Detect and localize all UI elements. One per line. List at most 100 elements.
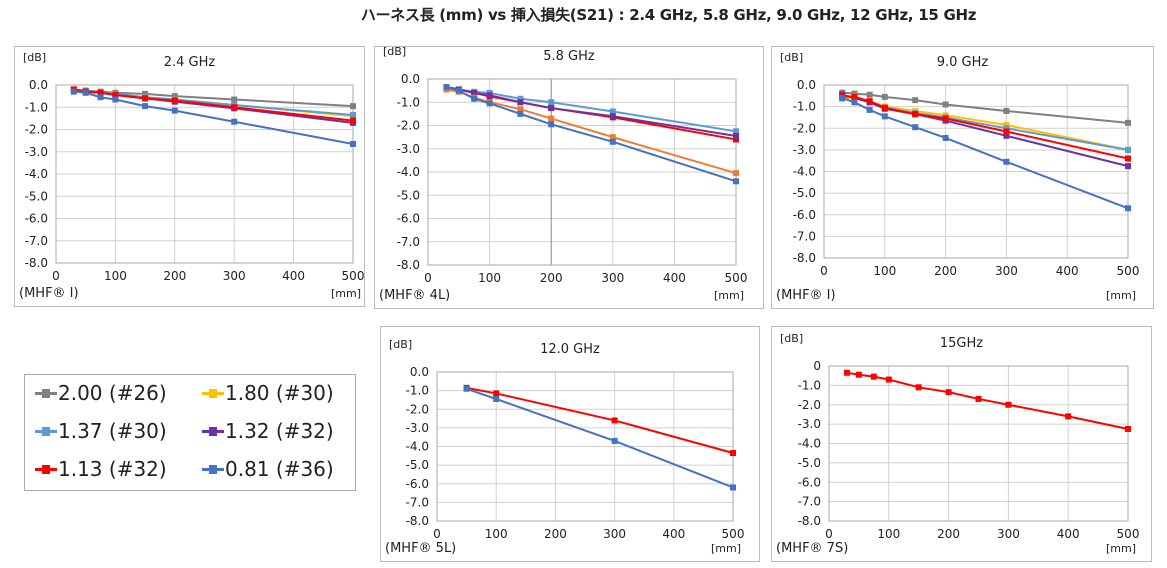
data-point bbox=[609, 138, 616, 145]
y-tick-label: -1.0 bbox=[406, 384, 429, 398]
data-point bbox=[471, 89, 478, 96]
chart-panel: 0.0 -1.0 -2.0 -3.0 -4.0 -5.0 -6.0 -7.0 -8.0 0 100 2… bbox=[374, 45, 764, 309]
y-tick-label: -8.0 bbox=[25, 256, 48, 270]
y-tick-label: -6.0 bbox=[397, 212, 420, 226]
data-point bbox=[517, 110, 524, 117]
legend-swatch-0-81 bbox=[202, 464, 224, 474]
legend-item: 1.13 (#32) bbox=[35, 457, 167, 481]
x-tick-label: 400 bbox=[1056, 264, 1079, 278]
y-tick-label: -7.0 bbox=[25, 234, 48, 248]
data-point bbox=[1065, 413, 1072, 420]
series-line bbox=[466, 386, 734, 454]
y-tick-label: -1.0 bbox=[397, 95, 420, 109]
data-point bbox=[1005, 401, 1012, 408]
x-tick-label: 100 bbox=[478, 271, 501, 285]
y-tick-label: -6.0 bbox=[25, 212, 48, 226]
x-tick-label: 100 bbox=[877, 527, 900, 541]
data-point bbox=[1125, 425, 1131, 432]
data-point bbox=[609, 113, 616, 120]
y-axis-unit: [dB] bbox=[383, 45, 407, 58]
y-tick-label: -3.0 bbox=[406, 421, 429, 435]
x-tick-label: 300 bbox=[995, 264, 1018, 278]
plot-area bbox=[55, 84, 354, 264]
data-point bbox=[171, 97, 178, 104]
x-tick-label: 300 bbox=[997, 527, 1020, 541]
x-axis-unit: [mm] bbox=[714, 289, 745, 302]
x-tick-label: 500 bbox=[1117, 264, 1140, 278]
y-tick-label: -4.0 bbox=[406, 440, 429, 454]
y-tick-label: -2.0 bbox=[25, 123, 48, 137]
line-chart: 0.0 -1.0 -2.0 -3.0 -4.0 -5.0 -6.0 -7.0 -8.0 0 100 2… bbox=[397, 72, 748, 285]
y-tick-label: -2.0 bbox=[406, 402, 429, 416]
data-point bbox=[733, 128, 739, 135]
plot-area bbox=[828, 365, 1129, 522]
data-point bbox=[97, 89, 104, 96]
data-point bbox=[1003, 158, 1010, 165]
y-tick-label: -8.0 bbox=[793, 251, 816, 265]
data-point bbox=[231, 118, 238, 125]
y-tick-label: -5.0 bbox=[793, 186, 816, 200]
x-axis-unit: [mm] bbox=[711, 542, 742, 555]
data-point bbox=[851, 99, 858, 106]
y-tick-label: -7.0 bbox=[406, 495, 429, 509]
y-tick-label: -5.0 bbox=[25, 189, 48, 203]
y-tick-label: -7.0 bbox=[793, 229, 816, 243]
x-tick-label: 200 bbox=[544, 527, 567, 541]
line-chart: 0.0 -1.0 -2.0 -3.0 -4.0 -5.0 -6.0 -7.0 -8.0 0 100 2… bbox=[406, 365, 745, 541]
data-point bbox=[1125, 155, 1131, 162]
legend-label: 1.80 (#30) bbox=[225, 381, 334, 405]
data-point bbox=[443, 84, 450, 91]
legend-item: 0.81 (#36) bbox=[202, 457, 334, 481]
data-point bbox=[839, 94, 846, 101]
y-axis-unit: [dB] bbox=[389, 338, 413, 351]
x-tick-label: 400 bbox=[282, 269, 305, 283]
x-tick-label: 500 bbox=[1117, 527, 1140, 541]
data-point bbox=[942, 134, 949, 141]
data-point bbox=[912, 97, 919, 104]
data-point bbox=[945, 389, 952, 396]
y-tick-label: -8.0 bbox=[406, 514, 429, 528]
data-point bbox=[455, 87, 462, 94]
data-point bbox=[881, 104, 888, 111]
connector-label: (MHF® I) bbox=[19, 286, 79, 301]
chart-title: 5.8 GHz bbox=[543, 49, 595, 64]
x-tick-label: 200 bbox=[934, 264, 957, 278]
data-point bbox=[493, 396, 500, 403]
data-point bbox=[493, 390, 500, 397]
y-tick-label: -7.0 bbox=[397, 235, 420, 249]
data-point bbox=[609, 108, 616, 115]
y-tick-label: -1.0 bbox=[25, 100, 48, 114]
chart-title: 12.0 GHz bbox=[540, 342, 600, 357]
data-point bbox=[611, 437, 618, 444]
plot-area bbox=[436, 371, 734, 522]
legend-label: 1.37 (#30) bbox=[58, 419, 167, 443]
data-point bbox=[851, 90, 858, 97]
data-point bbox=[730, 450, 736, 457]
data-point bbox=[870, 373, 877, 380]
data-point bbox=[1125, 163, 1131, 170]
data-point bbox=[517, 99, 524, 106]
data-point bbox=[1125, 119, 1131, 126]
data-point bbox=[851, 93, 858, 100]
x-tick-label: 0 bbox=[820, 264, 828, 278]
x-axis-unit: [mm] bbox=[1106, 542, 1137, 555]
connector-label: (MHF® 4L) bbox=[379, 288, 451, 303]
chart-panel: 0 -1.0 -2.0 -3.0 -4.0 -5.0 -6.0 -7.0 -8.0 0 100 200… bbox=[771, 326, 1152, 562]
x-tick-label: 100 bbox=[104, 269, 127, 283]
y-tick-label: -4.0 bbox=[397, 165, 420, 179]
legend-swatch-1-13 bbox=[35, 464, 57, 474]
data-point bbox=[866, 106, 873, 113]
legend-swatch-1-32 bbox=[202, 426, 224, 436]
data-point bbox=[350, 103, 356, 110]
data-point bbox=[912, 111, 919, 118]
y-tick-label: -3.0 bbox=[397, 142, 420, 156]
y-tick-label: -5.0 bbox=[406, 458, 429, 472]
y-tick-label: 0 bbox=[813, 359, 821, 373]
legend-item: 1.32 (#32) bbox=[202, 419, 334, 443]
connector-label: (MHF® 7S) bbox=[776, 541, 849, 556]
y-tick-label: 0.0 bbox=[29, 78, 48, 92]
y-axis-unit: [dB] bbox=[780, 332, 804, 345]
legend-item: 1.80 (#30) bbox=[202, 381, 334, 405]
x-tick-label: 400 bbox=[1057, 527, 1080, 541]
x-axis-unit: [mm] bbox=[331, 287, 362, 300]
